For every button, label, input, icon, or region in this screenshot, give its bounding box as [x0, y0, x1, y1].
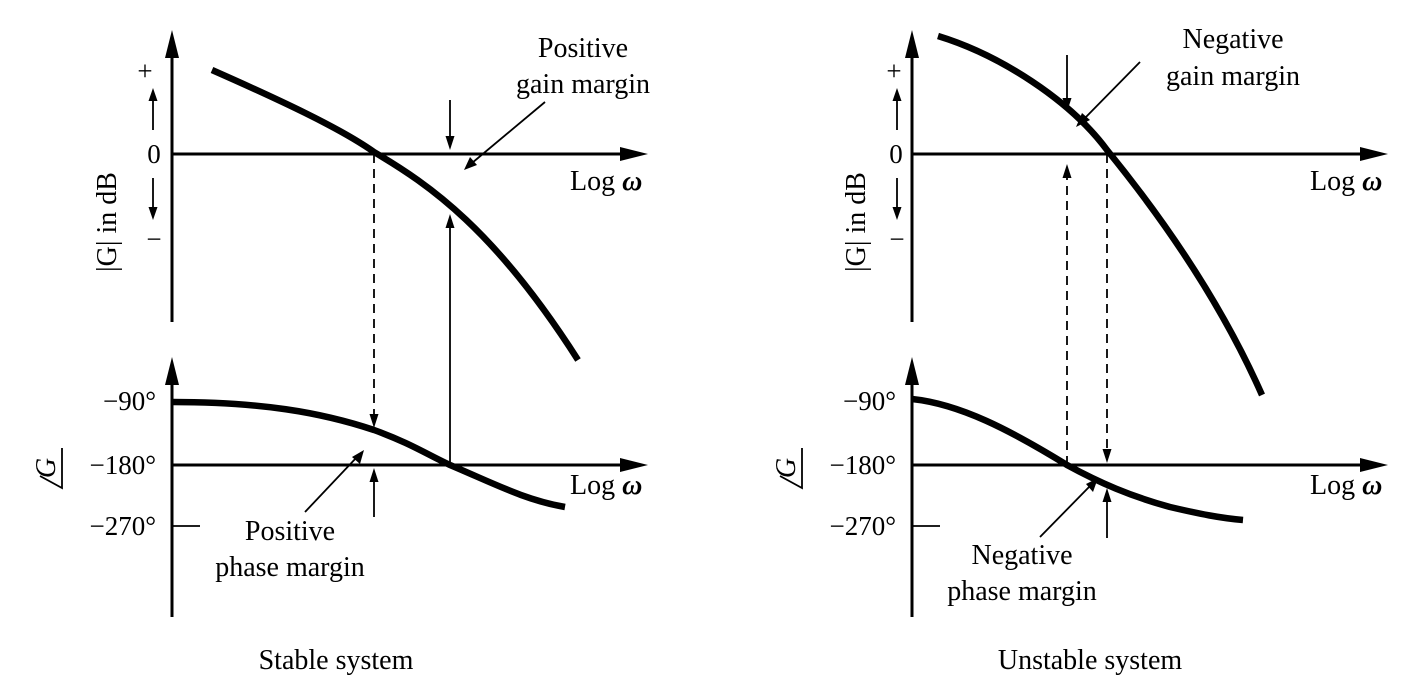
- unstable-gain-crossover-dashed-arrowhead: [1102, 449, 1112, 463]
- unstable-phase-x-arrowhead: [1360, 458, 1388, 472]
- unstable-phase-plot: −90° −180° −270° G Log ω Negative phase …: [771, 357, 1388, 617]
- stable-mag-xlabel-omega: ω: [622, 166, 642, 197]
- stable-phase-tick-270: −270°: [89, 511, 156, 541]
- stable-phase-tick-180: −180°: [89, 450, 156, 480]
- stable-caption: Stable system: [259, 645, 414, 676]
- unstable-phase-curve: [911, 395, 1244, 524]
- unstable-mag-ylabel: |G| in dB: [841, 172, 872, 272]
- unstable-mag-tick-minus: −: [889, 224, 904, 254]
- unstable-mag-y-arrowhead: [905, 30, 919, 58]
- unstable-phase-tick-180: −180°: [829, 450, 896, 480]
- unstable-phase-annotation-line2: phase margin: [947, 576, 1097, 607]
- stable-mag-tick-minus: −: [146, 224, 161, 254]
- stable-gain-annotation-leader-head: [464, 157, 477, 170]
- unstable-phase-y-arrowhead: [905, 357, 919, 385]
- unstable-gain-annotation-leader-head: [1076, 113, 1090, 127]
- unstable-mag-xlabel: Log ω: [1310, 166, 1382, 197]
- stable-phase-annotation-leader-head: [352, 450, 364, 464]
- stable-mag-xlabel-log: Log: [570, 166, 622, 197]
- unstable-gain-annotation-line2: gain margin: [1166, 61, 1300, 92]
- unstable-mag-x-arrowhead: [1360, 147, 1388, 161]
- stable-phase-angle-symbol: [39, 448, 63, 490]
- stable-gain-annotation-line1: Positive: [538, 33, 628, 64]
- stable-mag-tick-zero: 0: [147, 139, 161, 169]
- stable-phase-xlabel: Log ω: [570, 470, 642, 501]
- unstable-gain-annotation-line1: Negative: [1182, 24, 1283, 55]
- unstable-phase-annotation-leader-head: [1086, 478, 1098, 492]
- unstable-phase-tick-90: −90°: [843, 386, 896, 416]
- stable-mag-plus-arrowhead: [148, 88, 158, 101]
- unstable-mag-tick-plus: +: [886, 56, 901, 86]
- unstable-phase-angle-symbol: [779, 448, 803, 490]
- stable-mag-x-arrowhead: [620, 147, 648, 161]
- stable-phase-y-arrowhead: [165, 357, 179, 385]
- unstable-magnitude-curve: [937, 32, 1265, 397]
- stable-gain-annotation-line2: gain margin: [516, 69, 650, 100]
- stable-phase-x-arrowhead: [620, 458, 648, 472]
- stable-phase-xlabel-log: Log: [570, 470, 622, 501]
- unstable-mag-xlabel-log: Log: [1310, 166, 1362, 197]
- stable-phase-annotation-leader: [304, 456, 358, 513]
- stable-phase-margin-arrowhead: [369, 468, 379, 482]
- unstable-phase-crossover-dashed-arrowhead: [1062, 164, 1072, 178]
- unstable-phase-margin-arrowhead: [1102, 488, 1112, 502]
- stable-gain-margin-arrowhead-top: [445, 136, 455, 150]
- stable-mag-xlabel: Log ω: [570, 166, 642, 197]
- unstable-phase-xlabel-omega: ω: [1362, 470, 1382, 501]
- unstable-mag-xlabel-omega: ω: [1362, 166, 1382, 197]
- unstable-magnitude-plot: + 0 − |G| in dB Log ω Negative gain marg…: [841, 24, 1388, 465]
- stable-magnitude-curve: [210, 67, 581, 362]
- stable-phase-annotation-line1: Positive: [245, 516, 335, 547]
- unstable-mag-plus-arrowhead: [892, 88, 902, 101]
- unstable-mag-tick-zero: 0: [889, 139, 903, 169]
- stable-gain-annotation-leader: [471, 101, 546, 164]
- unstable-phase-xlabel: Log ω: [1310, 470, 1382, 501]
- stable-gain-margin-arrowhead-bottom: [445, 214, 455, 228]
- stable-phase-plot: −90° −180° −270° G Log ω Positive phase …: [31, 357, 648, 617]
- stable-mag-ylabel: |G| in dB: [92, 172, 123, 272]
- unstable-phase-annotation-line1: Negative: [971, 540, 1072, 571]
- unstable-panel: + 0 − |G| in dB Log ω Negative gain marg…: [771, 24, 1388, 676]
- unstable-gain-margin-arrowhead-top: [1062, 98, 1072, 112]
- stable-phase-curve: [171, 398, 566, 511]
- unstable-phase-ylabel: G: [771, 458, 802, 478]
- stable-mag-tick-plus: +: [137, 56, 152, 86]
- stable-panel: + 0 − |G| in dB Log ω Positive gain marg…: [31, 30, 650, 676]
- stable-phase-ylabel: G: [31, 458, 62, 478]
- unstable-phase-tick-270: −270°: [829, 511, 896, 541]
- unstable-caption: Unstable system: [998, 645, 1183, 676]
- stable-mag-minus-arrowhead: [148, 207, 158, 220]
- stable-mag-y-arrowhead: [165, 30, 179, 58]
- unstable-phase-xlabel-log: Log: [1310, 470, 1362, 501]
- stable-phase-tick-90: −90°: [103, 386, 156, 416]
- stable-crossover-dashed-arrowhead: [369, 414, 379, 428]
- stable-magnitude-plot: + 0 − |G| in dB Log ω Positive gain marg…: [92, 30, 650, 465]
- stable-phase-xlabel-omega: ω: [622, 470, 642, 501]
- unstable-gain-annotation-leader: [1083, 61, 1141, 120]
- stable-phase-annotation-line2: phase margin: [215, 552, 365, 583]
- unstable-phase-annotation-leader: [1039, 485, 1091, 538]
- unstable-mag-minus-arrowhead: [892, 207, 902, 220]
